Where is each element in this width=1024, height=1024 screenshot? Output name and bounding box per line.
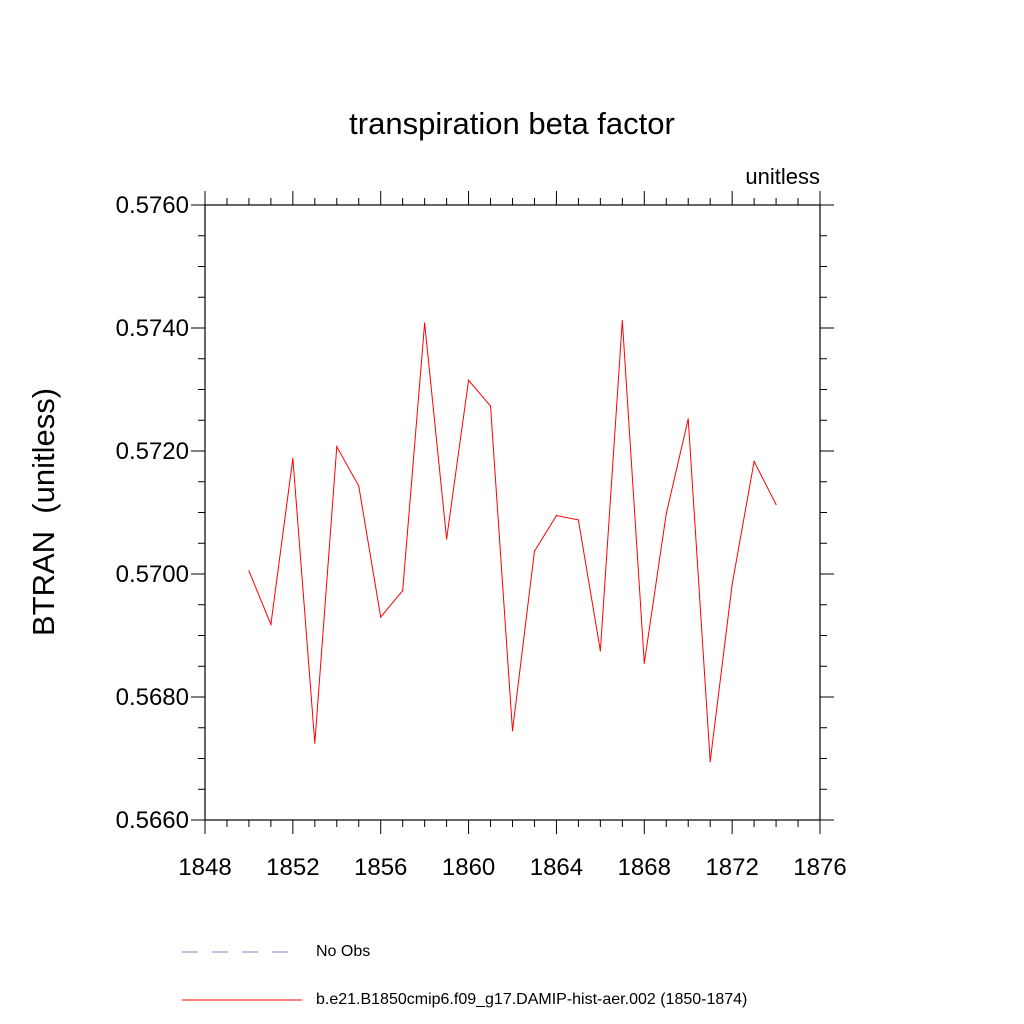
axis-tick-labels: 1848 1852 1856 1860 1864 1868 1872 1876 0.5660 0.… bbox=[116, 192, 847, 881]
data-point bbox=[643, 662, 645, 664]
y-tick-label: 0.5660 bbox=[116, 807, 189, 834]
legend-item-no-obs: No Obs bbox=[182, 940, 370, 964]
data-point bbox=[424, 322, 426, 324]
x-tick-label: 1860 bbox=[442, 854, 495, 881]
x-tick-label: 1864 bbox=[530, 854, 583, 881]
data-point bbox=[665, 513, 667, 515]
data-point bbox=[336, 446, 338, 448]
y-tick-label: 0.5680 bbox=[116, 684, 189, 711]
data-point bbox=[402, 590, 404, 592]
x-tick-label: 1872 bbox=[705, 854, 758, 881]
y-tick-label: 0.5740 bbox=[116, 315, 189, 342]
axis-ticks bbox=[191, 191, 834, 834]
legend-label-no-obs: No Obs bbox=[316, 943, 371, 960]
y-tick-label: 0.5720 bbox=[116, 438, 189, 465]
data-point bbox=[511, 730, 514, 732]
data-point bbox=[687, 418, 689, 420]
legend-swatch-solid bbox=[182, 999, 302, 1001]
data-point bbox=[621, 320, 623, 322]
data-point bbox=[731, 583, 733, 586]
y-tick-label: 0.5760 bbox=[116, 192, 189, 219]
data-point bbox=[248, 570, 250, 572]
data-point bbox=[270, 623, 272, 626]
x-tick-label: 1852 bbox=[266, 854, 319, 881]
chart-title: transpiration beta factor bbox=[349, 106, 675, 141]
x-tick-label: 1848 bbox=[178, 854, 231, 881]
x-tick-label: 1868 bbox=[618, 854, 671, 881]
data-point bbox=[775, 503, 777, 506]
units-label: unitless bbox=[745, 164, 820, 189]
data-point bbox=[380, 616, 382, 618]
legend-swatch-dashed bbox=[182, 951, 302, 953]
data-point bbox=[709, 760, 711, 763]
data-point bbox=[358, 485, 360, 487]
legend-item-model-run: b.e21.B1850cmip6.f09_g17.DAMIP-hist-aer.… bbox=[182, 988, 747, 1012]
y-axis-label: BTRAN (unitless) bbox=[26, 387, 61, 637]
data-point bbox=[555, 514, 558, 517]
data-point bbox=[467, 379, 470, 381]
data-point bbox=[446, 538, 448, 540]
legend-label-model-run: b.e21.B1850cmip6.f09_g17.DAMIP-hist-aer.… bbox=[316, 991, 748, 1008]
data-point bbox=[599, 650, 601, 652]
data-point bbox=[292, 457, 294, 459]
series-line-0 bbox=[248, 320, 777, 762]
data-point bbox=[577, 519, 579, 521]
data-point bbox=[489, 405, 492, 407]
y-tick-label: 0.5700 bbox=[116, 561, 189, 588]
data-point bbox=[753, 460, 755, 463]
x-tick-label: 1876 bbox=[793, 854, 846, 881]
series-lines bbox=[248, 320, 777, 763]
data-point bbox=[533, 550, 536, 552]
x-tick-label: 1856 bbox=[354, 854, 407, 881]
data-point bbox=[314, 742, 316, 744]
